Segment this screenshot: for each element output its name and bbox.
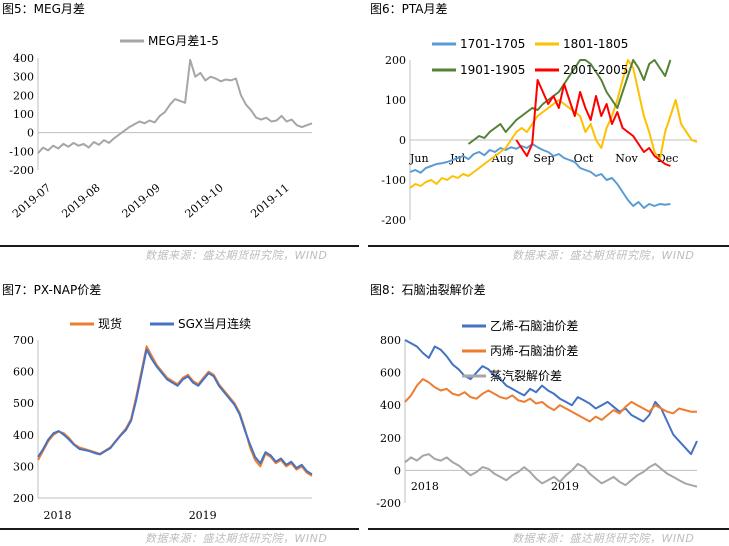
x-tick-label: 2019 (551, 480, 579, 493)
x-tick-label: 2019 (189, 509, 217, 522)
y-tick-label: 500 (13, 397, 34, 410)
y-tick-label: 0 (27, 127, 34, 140)
y-tick-label: 200 (13, 492, 34, 505)
x-tick-label: 2018 (411, 480, 439, 493)
series-line-3 (467, 59, 672, 145)
divider-rule-6 (368, 245, 729, 247)
y-tick-label: 0 (394, 464, 401, 477)
y-tick-label: 200 (380, 432, 401, 445)
y-tick-label: 400 (380, 399, 401, 412)
y-tick-label: 600 (13, 366, 34, 379)
series-line-1 (37, 345, 313, 477)
divider-rule-8 (368, 528, 729, 530)
y-tick-label: 300 (13, 71, 34, 84)
figure-5-title: 图5：MEG月差 (2, 2, 85, 16)
y-tick-label: 0 (399, 134, 406, 147)
figure-7-title: 图7：PX-NAP价差 (2, 283, 102, 297)
series-line-4 (515, 79, 671, 167)
series-line-3 (404, 453, 698, 488)
y-tick-label: 800 (380, 334, 401, 347)
legend-label-1: MEG月差1-5 (148, 34, 219, 48)
series-line-1 (409, 143, 671, 209)
x-tick-label: Nov (615, 152, 638, 165)
series-line-2 (37, 348, 313, 476)
y-tick-label: 200 (13, 89, 34, 102)
figure-7-source: 数据来源：盛达期货研究院，WIND (145, 532, 328, 545)
y-tick-label: 600 (380, 367, 401, 380)
legend-label-2: 丙烯-石脑油价差 (490, 344, 578, 358)
y-tick-label: 400 (13, 52, 34, 65)
legend-label-1: 现货 (98, 316, 122, 331)
y-tick-label: 100 (385, 94, 406, 107)
legend-label-2: 1801-1805 (563, 37, 628, 51)
figure-8-title: 图8：石脑油裂解价差 (370, 283, 486, 297)
y-tick-label: 100 (13, 108, 34, 121)
divider-rule-7 (0, 528, 359, 530)
y-tick-label: -200 (381, 214, 406, 227)
legend-label-3: 蒸汽裂解价差 (490, 368, 562, 383)
legend-label-1: 乙烯-石脑油价差 (490, 319, 578, 333)
y-tick-label: -200 (9, 164, 34, 177)
figure-6-title: 图6：PTA月差 (370, 2, 448, 16)
legend-label-3: 1901-1905 (460, 63, 525, 77)
figure-5-source: 数据来源：盛达期货研究院，WIND (145, 249, 328, 262)
y-tick-label: 400 (13, 429, 34, 442)
x-tick-label: Oct (574, 152, 594, 165)
y-tick-label: 700 (13, 334, 34, 347)
x-tick-label: Jun (409, 152, 429, 165)
y-tick-label: 300 (13, 460, 34, 473)
y-tick-label: -100 (381, 174, 406, 187)
x-tick-label: 2018 (43, 509, 71, 522)
divider-rule-5 (0, 245, 359, 247)
legend-label-2: SGX当月连续 (178, 316, 251, 331)
series-line-2 (404, 378, 697, 423)
legend-label-1: 1701-1705 (460, 37, 525, 51)
x-tick-label: Sep (533, 152, 554, 165)
figure-8-source: 数据来源：盛达期货研究院，WIND (512, 532, 695, 545)
series-line-2 (409, 59, 698, 189)
y-tick-label: -200 (376, 497, 401, 510)
legend-label-4: 2001-2005 (563, 63, 628, 77)
y-tick-label: 200 (385, 54, 406, 67)
series-line-1 (404, 339, 698, 456)
figure-6-source: 数据来源：盛达期货研究院，WIND (512, 249, 695, 262)
y-tick-label: -100 (9, 145, 34, 158)
series-line-1 (37, 58, 313, 154)
